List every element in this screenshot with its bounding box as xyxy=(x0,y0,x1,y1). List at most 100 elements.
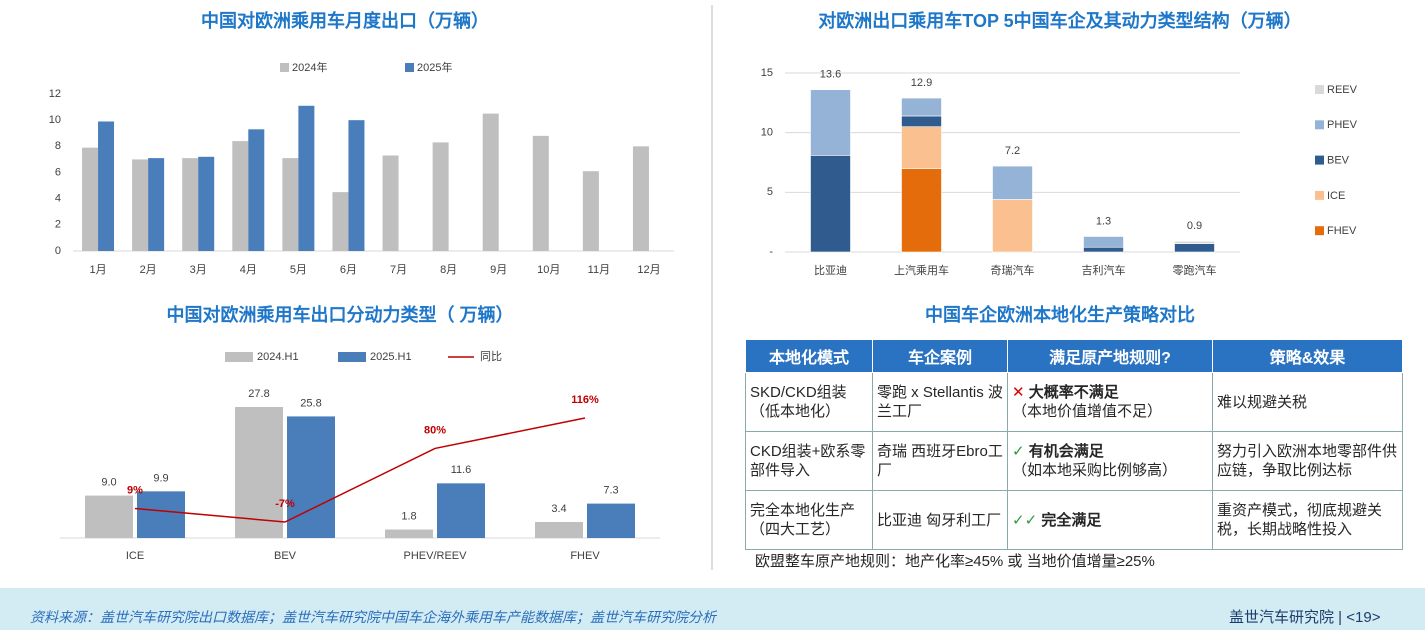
cell: ✕ 大概率不满足 （本地价值增值不足） xyxy=(1007,372,1213,432)
brand: 盖世汽车研究院 xyxy=(1229,609,1335,626)
status: 有机会满足 xyxy=(1028,443,1104,460)
bar-label: 1.8 xyxy=(401,510,416,522)
bar-segment xyxy=(1174,243,1215,253)
charts: 中国车企欧洲本地化生产策略对比 中国对欧洲乘用车月度出口（万辆） 1月 2月 3月 4月… xyxy=(49,5,1358,570)
cell: CKD组装+欧系零部件导入 xyxy=(745,431,873,491)
legend-swatch xyxy=(280,63,289,72)
bar xyxy=(382,155,399,251)
y-tick-label: 4 xyxy=(55,193,61,205)
y-tick-label: 8 xyxy=(55,140,61,152)
legend-swatch xyxy=(1315,85,1324,94)
bar xyxy=(437,483,485,538)
cell: 重资产模式，彻底规避关税，长期战略性投入 xyxy=(1212,490,1403,550)
x-tick-label: BEV xyxy=(274,550,297,562)
cell: 零跑 x Stellantis 波兰工厂 xyxy=(872,372,1008,432)
cell: ✓✓ 完全满足 xyxy=(1007,490,1213,550)
y-tick-label: 0 xyxy=(55,245,61,257)
legend-swatch xyxy=(1315,155,1324,165)
status: 大概率不满足 xyxy=(1028,384,1119,401)
status-note: （如本地采购比例够高） xyxy=(1012,462,1178,479)
y-tick-label: 5 xyxy=(767,186,773,198)
bar-segment xyxy=(1174,240,1215,244)
bar-segment xyxy=(1083,246,1124,253)
x-tick-label: 6月 xyxy=(340,264,357,276)
bar-label: 9.0 xyxy=(101,476,116,488)
cell: ✓ 有机会满足 （如本地采购比例够高） xyxy=(1007,431,1213,491)
bar xyxy=(85,495,133,538)
bar-segment xyxy=(901,126,942,169)
bar xyxy=(432,142,449,251)
x-tick-label: 7月 xyxy=(390,264,407,276)
yoy-label: -7% xyxy=(275,498,295,510)
bar xyxy=(298,105,315,252)
y-tick-label: - xyxy=(769,246,773,258)
legend-label: PHEV xyxy=(1327,119,1358,131)
yoy-label: 80% xyxy=(424,424,446,436)
brand-block: 盖世汽车研究院 | <19> xyxy=(1229,609,1381,626)
x-tick-label: 奇瑞汽车 xyxy=(991,263,1035,277)
total-label: 12.9 xyxy=(911,77,932,89)
cell: 难以规避关税 xyxy=(1212,372,1403,432)
x-tick-label: 3月 xyxy=(190,264,207,276)
bar-segment xyxy=(901,168,942,253)
x-tick-label: 5月 xyxy=(290,264,307,276)
bar xyxy=(198,156,215,251)
bar xyxy=(248,129,265,251)
legend-label: FHEV xyxy=(1327,225,1357,237)
legend-swatch xyxy=(405,63,414,72)
legend-swatch xyxy=(1315,226,1324,236)
th: 车企案例 xyxy=(872,339,1008,373)
bar xyxy=(348,120,365,252)
bar-segment xyxy=(992,165,1033,200)
th: 策略&效果 xyxy=(1212,339,1403,373)
legend-swatch xyxy=(1315,120,1324,130)
y-tick-label: 10 xyxy=(761,127,773,139)
cell: 完全本地化生产（四大工艺） xyxy=(745,490,873,550)
total-label: 13.6 xyxy=(820,69,841,81)
x-tick-label: 零跑汽车 xyxy=(1173,263,1217,277)
check-icon: ✓✓ xyxy=(1012,511,1038,529)
bar-segment xyxy=(901,115,942,127)
bar-segment xyxy=(901,97,942,117)
cell: SKD/CKD组装（低本地化） xyxy=(745,372,873,432)
chart-title: 中国对欧洲乘用车月度出口（万辆） xyxy=(201,10,489,31)
bar-label: 11.6 xyxy=(451,464,472,476)
x-tick-label: PHEV/REEV xyxy=(404,550,468,562)
bar-segment xyxy=(1083,236,1124,248)
check-icon: ✓ xyxy=(1012,443,1025,460)
legend-label: 2024年 xyxy=(292,60,327,74)
total-label: 1.3 xyxy=(1096,215,1111,227)
x-tick-label: ICE xyxy=(126,550,144,562)
bar xyxy=(287,416,335,538)
rule-note: 欧盟整车原产地规则：地产化率≥45% 或 当地价值增量≥25% xyxy=(755,553,1155,570)
x-tick-label: 比亚迪 xyxy=(814,264,847,277)
th: 本地化模式 xyxy=(745,339,873,373)
bar-label: 27.8 xyxy=(248,388,269,400)
yoy-line xyxy=(134,417,586,523)
x-tick-label: 11月 xyxy=(588,264,610,276)
bar-label: 25.8 xyxy=(300,397,321,409)
bar xyxy=(232,141,249,251)
page-number: <19> xyxy=(1346,609,1381,626)
y-tick-label: 15 xyxy=(761,67,773,79)
bar-segment xyxy=(810,89,851,156)
bar xyxy=(535,521,583,538)
x-tick-label: 上汽乘用车 xyxy=(894,263,949,277)
total-label: 7.2 xyxy=(1005,145,1020,157)
footer: 资料来源：盖世汽车研究院出口数据库；盖世汽车研究院中国车企海外乘用车产能数据库；… xyxy=(0,588,1425,630)
legend-label: 2025年 xyxy=(417,60,452,74)
bar-label: 7.3 xyxy=(603,485,618,497)
chart-title: 对欧洲出口乘用车TOP 5中国车企及其动力类型结构（万辆） xyxy=(818,10,1301,31)
cross-icon: ✕ xyxy=(1012,384,1025,401)
bar-segment xyxy=(992,199,1033,253)
y-tick-label: 10 xyxy=(49,114,61,126)
yoy-label: 9% xyxy=(127,484,143,496)
bar xyxy=(82,147,99,251)
y-tick-label: 2 xyxy=(55,219,61,231)
source: 资料来源：盖世汽车研究院出口数据库；盖世汽车研究院中国车企海外乘用车产能数据库；… xyxy=(30,609,716,625)
legend-swatch xyxy=(1315,190,1324,200)
bar xyxy=(235,407,283,538)
x-tick-label: 1月 xyxy=(89,264,106,276)
bar xyxy=(98,121,115,251)
legend-swatch xyxy=(225,352,253,362)
